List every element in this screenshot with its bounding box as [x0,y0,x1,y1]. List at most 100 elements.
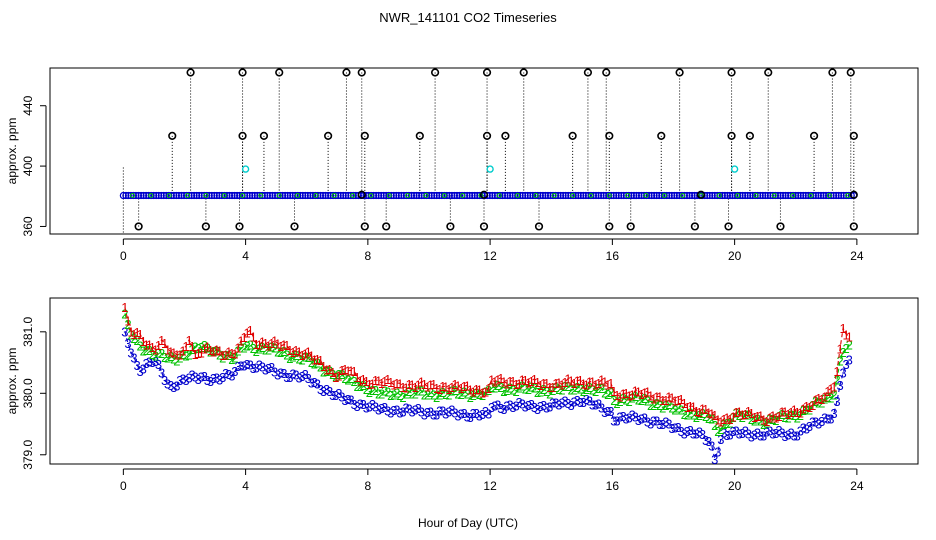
bottom-y-axis-label: approx. ppm [5,348,19,415]
series-3-point: 3 [653,413,660,428]
flag-point-low [534,222,544,231]
baseline-point [491,191,499,200]
baseline-point-green [808,193,814,199]
baseline-point [208,191,216,200]
series-2-point: 2 [283,347,290,362]
series-1-point: 1 [222,347,229,362]
series-3-point: 3 [574,393,581,408]
baseline-point [817,191,825,200]
series-3-point: 3 [497,401,504,416]
bottom-x-tick-label: 16 [606,479,620,493]
baseline-point [266,191,274,200]
baseline-point [268,191,277,200]
series-2-point: 2 [240,341,247,356]
series-2-point: 2 [571,383,578,398]
series-3-point: 3 [161,373,168,388]
baseline-point [286,191,294,200]
series-3-point: 3 [409,404,416,419]
baseline-point [488,191,496,200]
baseline-point [754,191,762,200]
series-1-point: 1 [347,363,354,378]
series-3-point: 3 [714,445,721,460]
series-3-point: 3 [537,399,544,414]
series-1-point: 1 [641,385,648,400]
series-3-point: 3 [176,373,183,388]
baseline-point [668,191,676,200]
series-2-point: 2 [295,351,302,366]
baseline-point [761,191,769,200]
baseline-point [521,191,529,200]
series-1-point: 1 [693,404,700,419]
baseline-point [253,191,261,200]
top-x-tick-label: 16 [606,249,620,263]
series-1-point: 1 [176,347,183,362]
series-1-point: 1 [448,380,455,395]
series-3-point: 3 [769,427,776,442]
flag-point-low [776,222,785,231]
baseline-point [493,191,502,200]
baseline-point-green [276,193,282,199]
series-1-point: 1 [372,373,379,388]
baseline-point [562,191,570,200]
series-3-point: 3 [494,398,501,413]
top-plot-frame [49,67,919,235]
baseline-point-green [661,193,667,199]
series-2-point: 2 [338,367,345,382]
series-2-point: 2 [681,407,688,422]
baseline-point-green [588,193,594,199]
baseline-point [251,191,259,200]
series-3-point: 3 [185,371,192,386]
series-3-point: 3 [797,423,804,438]
series-3-point: 3 [671,421,678,436]
baseline-point [175,191,183,200]
series-1-point: 1 [207,343,214,358]
baseline-point [764,191,772,200]
series-2-point: 2 [543,384,550,399]
baseline-point [819,191,828,200]
series-3-point: 3 [794,429,801,444]
series-2-point: 2 [540,382,547,397]
series-2-point: 2 [846,337,853,352]
baseline-point [721,191,729,200]
baseline-point [438,191,446,200]
series-3-point: 3 [167,378,174,393]
series-3-point: 3 [280,366,287,381]
series-1-point: 1 [522,373,529,388]
series-2-point: 2 [818,396,825,411]
baseline-point [301,191,309,200]
series-3-point: 3 [378,401,385,416]
series-2-point: 2 [219,350,226,365]
series-3-point: 3 [393,403,400,418]
baseline-point [193,191,201,200]
flag-point-mid [479,190,489,199]
baseline-point [640,191,648,200]
baseline-point [415,191,423,200]
baseline-point [248,191,256,200]
series-1-point: 1 [302,347,309,362]
series-3-point: 3 [470,406,477,421]
series-1-point: 1 [445,382,452,397]
series-3-point: 3 [558,396,565,411]
series-2-point: 2 [736,408,743,423]
series-3-point: 3 [659,417,666,432]
series-3-point: 3 [754,426,761,441]
series-1-point: 1 [708,406,715,421]
series-3-point: 3 [723,428,730,443]
series-2-point: 2 [788,408,795,423]
baseline-point-green [460,193,466,199]
baseline-point-green [441,193,447,199]
series-3-point: 3 [564,396,571,411]
flag-point-mid [696,190,706,199]
series-1-point: 1 [140,334,147,349]
series-3-point: 3 [583,392,590,407]
series-1-point: 1 [461,379,468,394]
series-2-point: 2 [509,382,516,397]
series-1-point: 1 [586,375,593,390]
series-3-point: 3 [506,398,513,413]
baseline-point [443,191,451,200]
series-2-point: 2 [549,383,556,398]
baseline-point [367,191,375,200]
series-2-point: 2 [256,341,263,356]
series-2-point: 2 [537,385,544,400]
series-3-point: 3 [748,429,755,444]
